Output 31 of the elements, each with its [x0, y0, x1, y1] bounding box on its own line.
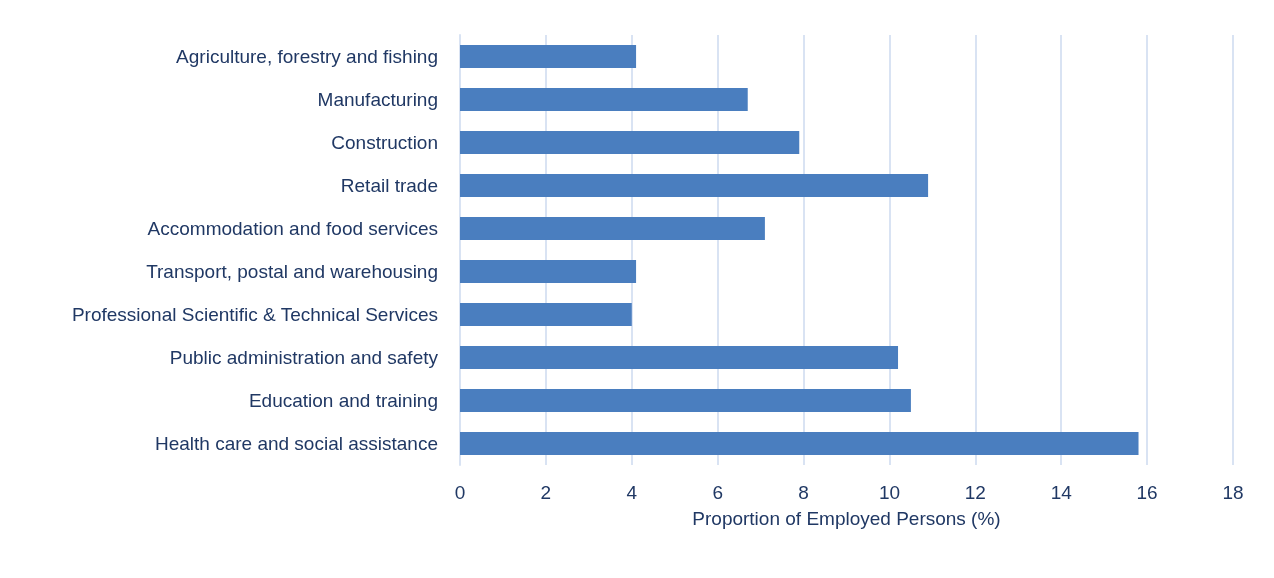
- bar: [460, 131, 800, 154]
- y-tick-label: Education and training: [248, 390, 438, 411]
- y-tick-label: Retail trade: [340, 175, 438, 196]
- y-tick-label: Construction: [331, 132, 438, 153]
- x-tick-label: 12: [964, 482, 986, 503]
- y-tick-label: Agriculture, forestry and fishing: [176, 46, 438, 67]
- bar: [460, 217, 765, 240]
- x-tick-label: 6: [712, 482, 723, 503]
- bar: [460, 389, 911, 412]
- x-tick-label: 14: [1050, 482, 1073, 503]
- y-tick-label: Manufacturing: [317, 89, 438, 110]
- x-tick-label: 18: [1222, 482, 1244, 503]
- x-axis-title: Proportion of Employed Persons (%): [692, 508, 1001, 529]
- bar: [460, 260, 637, 283]
- y-tick-label: Transport, postal and warehousing: [146, 261, 438, 282]
- bar: [460, 303, 632, 326]
- bar: [460, 432, 1139, 455]
- bar: [460, 174, 929, 197]
- y-tick-label: Public administration and safety: [169, 347, 439, 368]
- y-tick-label: Health care and social assistance: [154, 433, 438, 454]
- bar: [460, 45, 637, 68]
- x-tick-label: 16: [1136, 482, 1158, 503]
- x-tick-label: 0: [454, 482, 466, 503]
- x-tick-label: 10: [878, 482, 901, 503]
- x-tick-label: 2: [540, 482, 552, 503]
- y-tick-label: Professional Scientific & Technical Services: [71, 304, 438, 325]
- y-tick-label: Accommodation and food services: [147, 218, 438, 239]
- bar: [460, 88, 748, 111]
- x-tick-label: 4: [626, 482, 638, 503]
- x-tick-label: 8: [798, 482, 809, 503]
- bar: [460, 346, 899, 369]
